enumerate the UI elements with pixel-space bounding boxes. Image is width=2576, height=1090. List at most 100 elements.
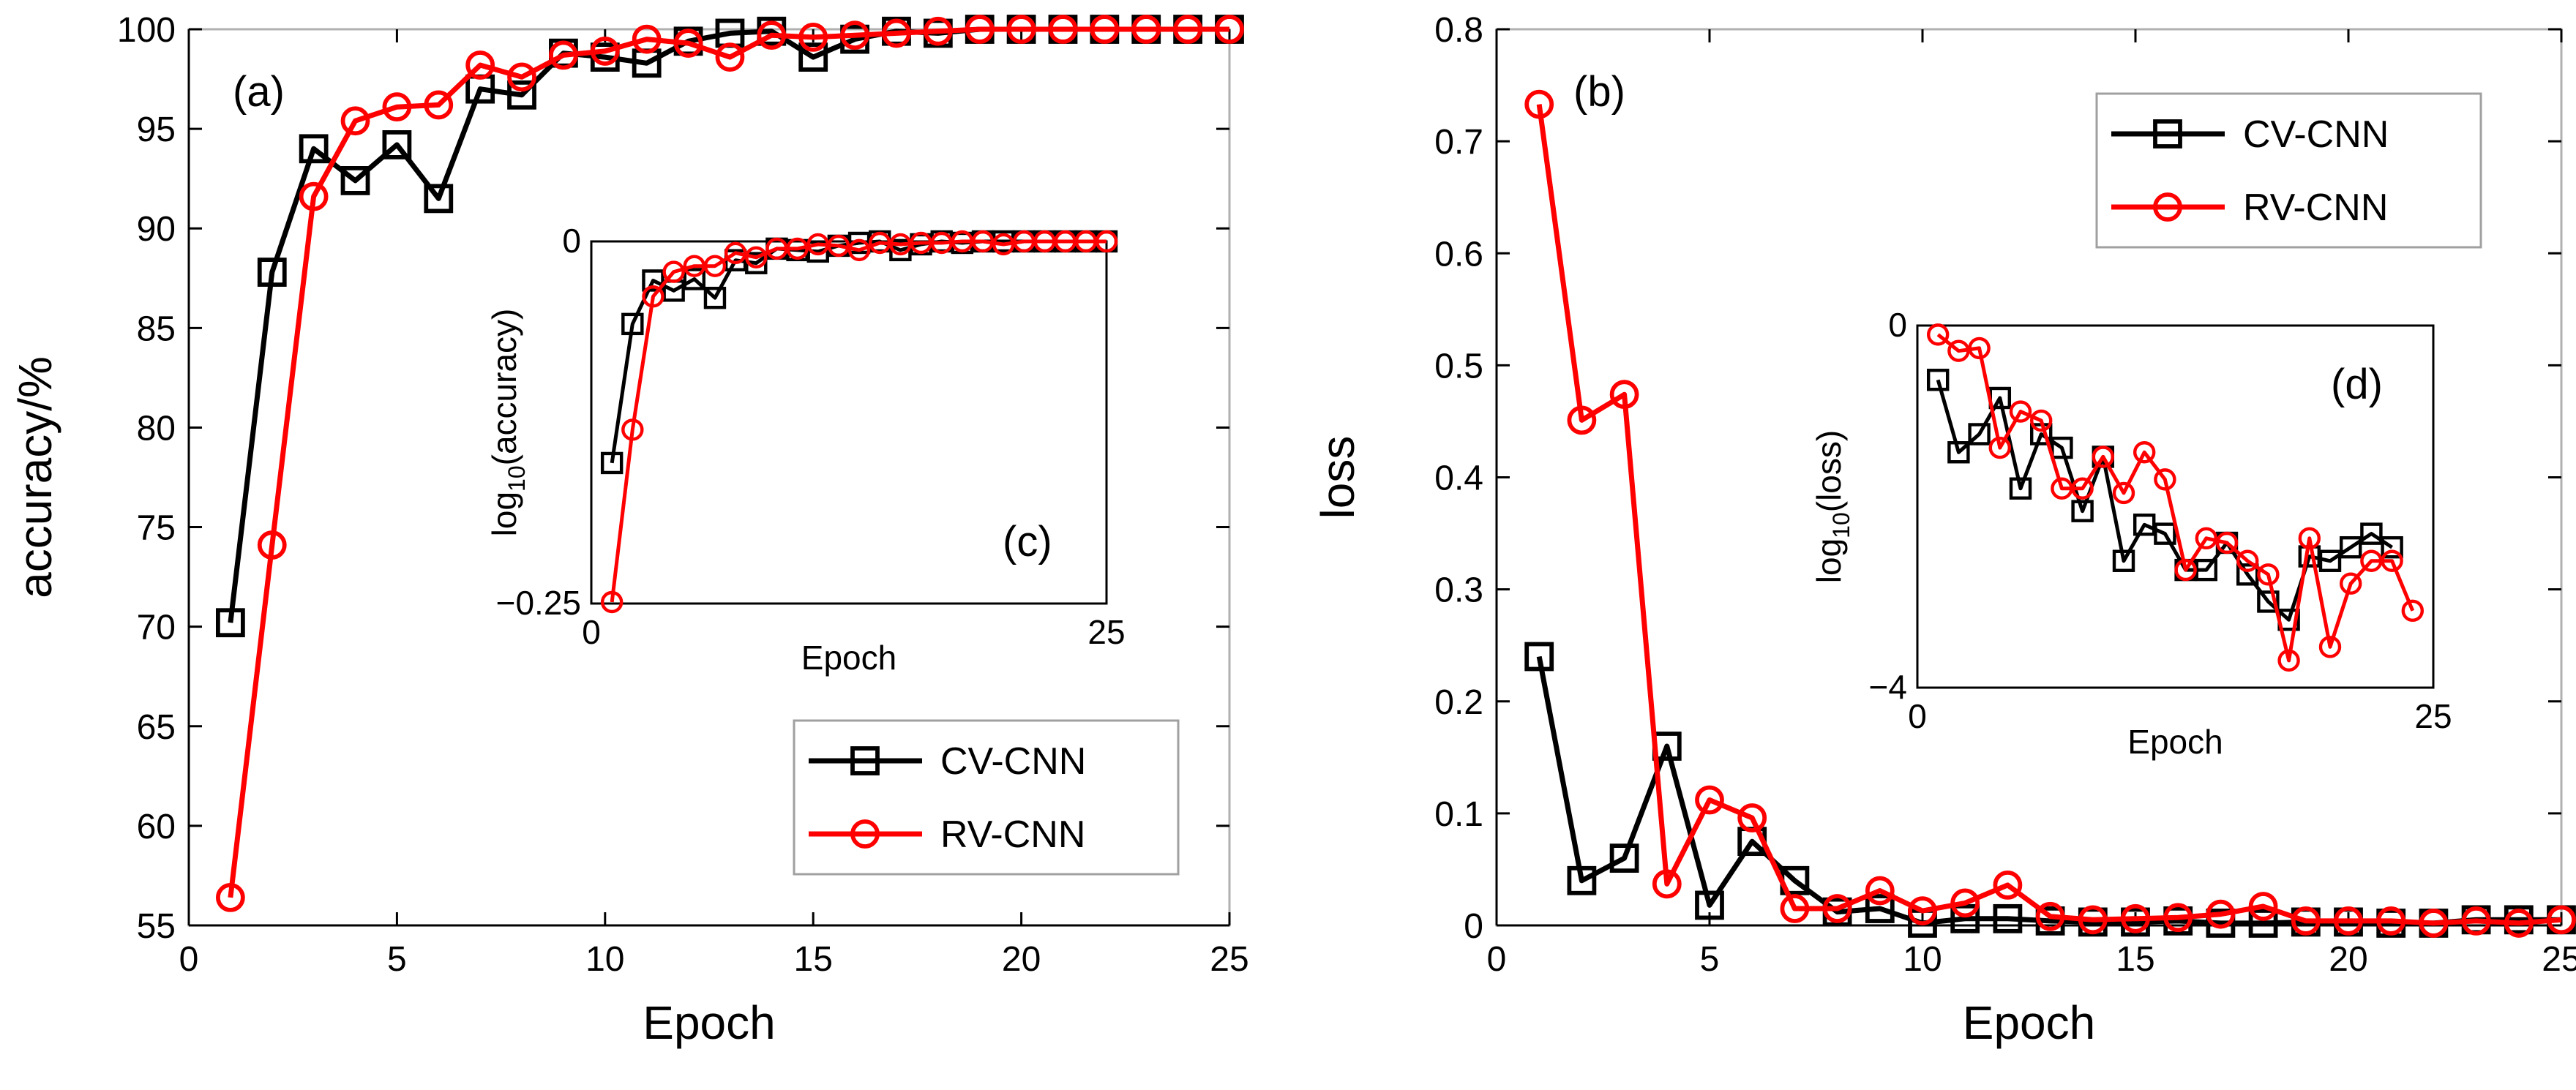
data-point-rv-cnn bbox=[889, 233, 912, 256]
data-point-rv-cnn bbox=[1695, 785, 1724, 815]
data-point-cv-cnn bbox=[745, 252, 768, 274]
panel-label: (c) bbox=[1003, 518, 1052, 565]
data-point-cv-cnn bbox=[2248, 909, 2278, 938]
series-line-rv-cnn bbox=[610, 239, 1107, 603]
data-point-cv-cnn bbox=[621, 312, 644, 336]
data-point-rv-cnn bbox=[2009, 400, 2032, 423]
plot-frame bbox=[1916, 324, 2435, 689]
data-point-rv-cnn bbox=[2112, 481, 2135, 505]
x-axis-title: Epoch bbox=[643, 996, 775, 1049]
data-point-cv-cnn bbox=[299, 134, 329, 164]
data-point-rv-cnn bbox=[930, 231, 953, 255]
data-point-rv-cnn bbox=[992, 233, 1015, 256]
data-point-rv-cnn bbox=[424, 90, 454, 120]
data-point-rv-cnn bbox=[827, 234, 850, 258]
data-point-cv-cnn bbox=[1947, 441, 1970, 464]
legend-label: RV-CNN bbox=[2243, 187, 2388, 229]
x-tick-label: 5 bbox=[1700, 940, 1720, 979]
data-point-cv-cnn bbox=[1695, 890, 1724, 920]
data-point-rv-cnn bbox=[2071, 477, 2094, 500]
data-point-cv-cnn bbox=[2381, 535, 2403, 559]
data-point-rv-cnn bbox=[1908, 896, 1937, 925]
data-point-rv-cnn bbox=[2504, 909, 2534, 938]
data-point-cv-cnn bbox=[2318, 549, 2342, 572]
x-tick-label: 25 bbox=[2414, 697, 2452, 735]
y-tick-label: 0 bbox=[562, 222, 581, 260]
data-point-rv-cnn bbox=[965, 15, 995, 44]
data-point-rv-cnn bbox=[882, 18, 911, 48]
data-point-rv-cnn bbox=[465, 50, 495, 80]
data-point-cv-cnn bbox=[1950, 903, 1980, 933]
y-tick-label: 0.5 bbox=[1434, 347, 1483, 386]
data-point-rv-cnn bbox=[971, 230, 995, 253]
x-tick-label: 25 bbox=[1210, 940, 1248, 979]
data-point-cv-cnn bbox=[382, 129, 412, 159]
data-point-rv-cnn bbox=[2334, 906, 2363, 936]
legend-marker bbox=[850, 746, 880, 775]
data-point-rv-cnn bbox=[745, 246, 768, 268]
data-point-cv-cnn bbox=[1567, 865, 1597, 895]
data-point-rv-cnn bbox=[632, 24, 662, 54]
data-point-rv-cnn bbox=[642, 285, 664, 308]
x-tick-label: 10 bbox=[585, 940, 624, 979]
data-point-rv-cnn bbox=[1524, 89, 1554, 119]
y-tick-label: 0.4 bbox=[1434, 459, 1483, 498]
data-point-cv-cnn bbox=[1968, 423, 1991, 446]
data-point-rv-cnn bbox=[1095, 230, 1118, 253]
y-tick-label: 0.8 bbox=[1434, 11, 1483, 50]
legend-label: CV-CNN bbox=[2243, 113, 2389, 156]
y-tick-label: 80 bbox=[137, 409, 176, 448]
data-point-rv-cnn bbox=[2133, 441, 2156, 464]
data-point-rv-cnn bbox=[2092, 446, 2115, 468]
data-point-rv-cnn bbox=[2339, 572, 2362, 595]
data-point-cv-cnn bbox=[2154, 522, 2176, 545]
legend-marker bbox=[2153, 192, 2182, 222]
data-point-rv-cnn bbox=[2298, 527, 2321, 550]
legend-box bbox=[793, 719, 1180, 876]
y-tick-label: −0.25 bbox=[496, 584, 581, 622]
data-point-rv-cnn bbox=[703, 255, 727, 277]
x-tick-label: 15 bbox=[794, 940, 833, 979]
y-axis-title: loss bbox=[1311, 436, 1364, 519]
data-point-rv-cnn bbox=[1780, 894, 1810, 923]
x-tick-label: 0 bbox=[179, 940, 199, 979]
data-point-cv-cnn bbox=[507, 80, 536, 110]
data-point-rv-cnn bbox=[2318, 636, 2342, 658]
data-point-cv-cnn bbox=[340, 165, 370, 195]
data-point-cv-cnn bbox=[683, 268, 706, 290]
panel-label: (d) bbox=[2331, 361, 2383, 408]
data-point-rv-cnn bbox=[1131, 15, 1161, 44]
data-point-cv-cnn bbox=[1524, 642, 1554, 672]
data-point-rv-cnn bbox=[2174, 558, 2197, 582]
data-point-rv-cnn bbox=[869, 231, 891, 255]
data-point-rv-cnn bbox=[786, 237, 809, 260]
data-point-rv-cnn bbox=[215, 882, 245, 912]
legend-marker bbox=[2153, 119, 2182, 149]
panel-label: (a) bbox=[233, 68, 285, 116]
data-point-rv-cnn bbox=[2248, 892, 2278, 921]
data-point-rv-cnn bbox=[2195, 527, 2218, 550]
x-tick-label: 0 bbox=[1908, 697, 1927, 735]
data-point-rv-cnn bbox=[1993, 870, 2023, 900]
data-point-rv-cnn bbox=[1090, 15, 1120, 44]
legend-label: RV-CNN bbox=[940, 813, 1085, 856]
y-tick-label: 70 bbox=[137, 609, 176, 647]
data-point-rv-cnn bbox=[1988, 436, 2012, 459]
y-title-base: 10 bbox=[1828, 512, 1854, 538]
data-point-rv-cnn bbox=[2461, 906, 2491, 936]
data-point-rv-cnn bbox=[340, 106, 370, 136]
y-tick-label: 0.3 bbox=[1434, 571, 1483, 610]
x-tick-label: 20 bbox=[2329, 940, 2367, 979]
y-tick-label: 0 bbox=[1888, 306, 1907, 344]
data-point-rv-cnn bbox=[1822, 894, 1852, 923]
data-point-cv-cnn bbox=[1993, 903, 2023, 933]
y-title-base: 10 bbox=[503, 465, 530, 492]
data-point-rv-cnn bbox=[2078, 905, 2108, 935]
data-point-rv-cnn bbox=[1968, 337, 1991, 360]
data-point-rv-cnn bbox=[299, 181, 329, 211]
data-point-rv-cnn bbox=[1926, 323, 1950, 346]
data-point-cv-cnn bbox=[2051, 436, 2073, 459]
y-tick-label: 55 bbox=[137, 907, 176, 946]
data-point-rv-cnn bbox=[847, 238, 871, 262]
